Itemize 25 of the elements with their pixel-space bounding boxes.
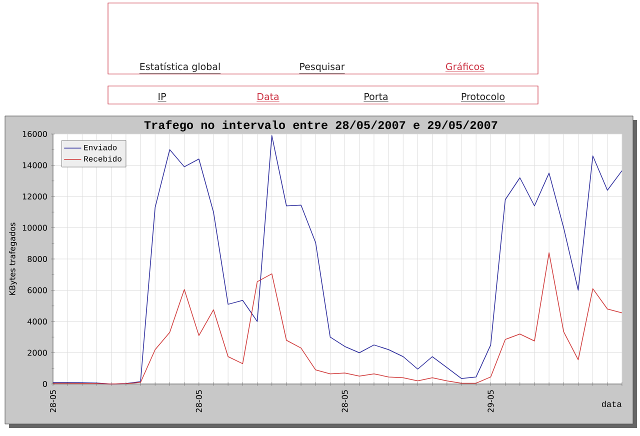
text: Gráficos <box>446 62 484 70</box>
x-tick-label: 28-05 <box>342 390 348 412</box>
x-tick-label: 28-05 <box>196 390 202 412</box>
text: Estatística global <box>140 62 220 72</box>
y-tick-label: 6000 <box>28 287 47 294</box>
y-tick-label: 14000 <box>22 162 47 168</box>
text: Pesquisar <box>300 62 345 72</box>
text: Protocolo <box>462 92 505 100</box>
y-tick-label: 2000 <box>28 350 47 356</box>
text: Porta <box>364 93 388 100</box>
legend-label: Enviado <box>84 144 117 150</box>
x-tick-label: 28-05 <box>50 390 56 412</box>
chart-title: Trafego no intervalo entre 28/05/2007 e 29/05/2007 <box>144 120 498 132</box>
y-axis-title: KBytes trafegados <box>9 222 17 295</box>
y-tick-label: 4000 <box>28 318 47 325</box>
x-tick-label: 29-05 <box>488 390 494 412</box>
y-tick-label: 10000 <box>22 224 47 231</box>
x-axis-title: data <box>602 400 622 408</box>
y-tick-label: 0 <box>42 380 47 388</box>
text: IP <box>158 93 166 100</box>
y-tick-label: 8000 <box>28 256 47 262</box>
text: Data <box>258 93 278 100</box>
y-tick-label: 12000 <box>22 193 47 200</box>
y-tick-label: 16000 <box>22 130 47 138</box>
legend-label: Recebido <box>84 156 122 162</box>
